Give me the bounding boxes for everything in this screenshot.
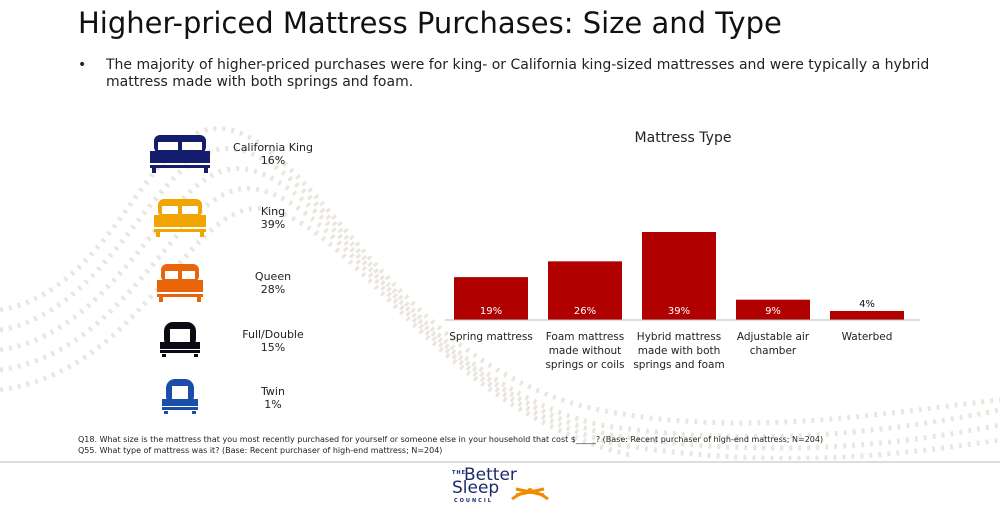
single-bed-icon [162,379,198,414]
bar [548,261,622,320]
divider [0,461,1000,463]
double-bed-icon [157,264,203,302]
size-percent: 28% [260,283,286,296]
bar-value-label: 19% [480,306,502,317]
single-bed-icon [160,322,200,357]
category-label: made without [549,345,622,357]
category-label: Spring mattress [449,331,533,343]
logo-the: THE [452,470,467,476]
size-name: Twin [261,385,285,398]
logo-sleeper-icon [511,487,549,501]
logo-sleep: Sleep [452,478,500,498]
double-bed-icon [150,135,210,173]
better-sleep-council-logo: THE Better Sleep COUNCIL [452,465,552,505]
bullet-marker: • [78,57,87,73]
chart-title: Mattress Type [635,130,732,146]
bar-value-label: 39% [668,306,690,317]
double-bed-icon [154,199,206,237]
category-label: Adjustable air [737,331,810,343]
mattress-type-chart: Mattress Type 19% Spring mattress 26% Foam m… [445,130,920,371]
size-item: Full/Double 15% [148,320,348,365]
size-percent: 16% [260,154,286,167]
bar [454,277,528,320]
category-label: made with both [638,345,721,357]
size-name: Full/Double [242,328,304,341]
size-item: King 39% [148,197,348,242]
size-name: Queen [254,270,292,283]
logo-better: Better [464,465,517,485]
category-label: chamber [750,345,797,357]
bar [830,310,904,320]
bar-value-label: 26% [574,306,596,317]
size-item: California King 16% [148,133,348,178]
summary-text: The majority of higher-priced purchases … [106,57,930,90]
category-label: springs and foam [633,359,724,371]
footnote-q55: Q55. What type of mattress was it? (Base… [78,446,443,455]
size-item: Twin 1% [148,377,348,422]
logo-council: COUNCIL [454,498,493,504]
size-item: Queen 28% [148,262,348,307]
bar [642,232,716,320]
size-name: King [260,205,286,218]
summary-bullet: • The majority of higher-priced purchases… [78,57,986,91]
size-percent: 15% [260,341,286,354]
category-label: Hybrid mattress [637,331,721,343]
size-percent: 39% [260,218,286,231]
footnote-q18: Q18. What size is the mattress that you … [78,435,824,444]
bar [736,299,810,320]
category-label: Waterbed [842,331,893,343]
dotted-wave-background [0,125,1000,460]
category-label: Foam mattress [546,331,624,343]
category-label: springs or coils [545,359,624,371]
size-percent: 1% [264,398,282,411]
bar-value-label: 9% [765,306,781,317]
bar-value-label: 4% [859,299,875,310]
size-name: California King [233,141,313,154]
page-title: Higher-priced Mattress Purchases: Size a… [78,6,782,40]
